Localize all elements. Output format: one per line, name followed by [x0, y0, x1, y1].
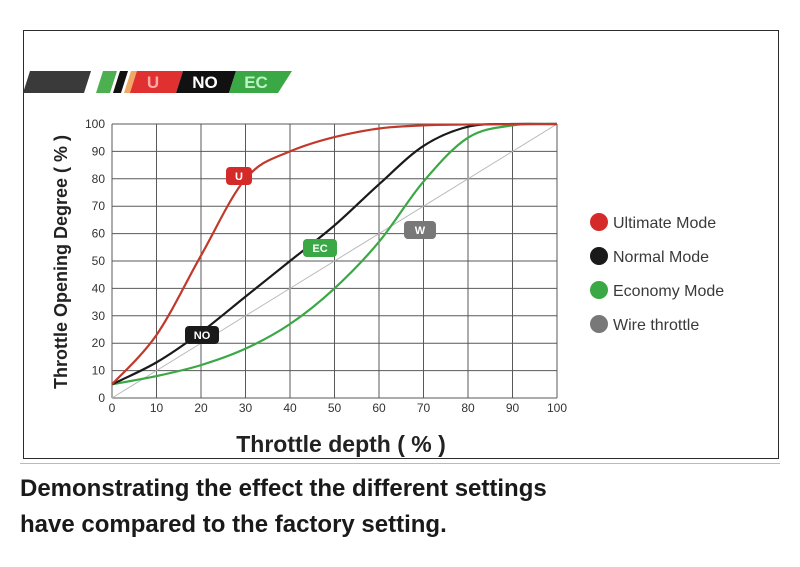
svg-text:NO: NO — [194, 330, 211, 342]
svg-text:20: 20 — [194, 401, 208, 415]
svg-text:80: 80 — [461, 401, 475, 415]
svg-text:EC: EC — [244, 73, 268, 92]
svg-text:0: 0 — [98, 391, 105, 405]
svg-text:30: 30 — [239, 401, 253, 415]
svg-text:100: 100 — [85, 117, 105, 131]
svg-text:40: 40 — [283, 401, 297, 415]
svg-text:90: 90 — [506, 401, 520, 415]
svg-text:Wire throttle: Wire throttle — [613, 317, 699, 334]
svg-text:30: 30 — [92, 309, 106, 323]
svg-text:10: 10 — [92, 364, 106, 378]
svg-text:40: 40 — [92, 281, 106, 295]
svg-text:0: 0 — [109, 401, 116, 415]
svg-text:EC: EC — [312, 243, 327, 255]
svg-text:NO: NO — [192, 73, 218, 92]
svg-text:W: W — [415, 225, 426, 237]
svg-text:Ultimate Mode: Ultimate Mode — [613, 215, 716, 232]
svg-text:Throttle Opening Degree ( % ): Throttle Opening Degree ( % ) — [51, 135, 71, 389]
svg-text:60: 60 — [372, 401, 386, 415]
svg-text:90: 90 — [92, 144, 106, 158]
svg-text:Normal Mode: Normal Mode — [613, 249, 709, 266]
svg-text:Economy Mode: Economy Mode — [613, 283, 724, 300]
svg-text:Throttle depth ( % ): Throttle depth ( % ) — [236, 431, 446, 457]
svg-text:70: 70 — [417, 401, 431, 415]
svg-text:U: U — [147, 73, 159, 92]
svg-text:10: 10 — [150, 401, 164, 415]
svg-text:100: 100 — [547, 401, 567, 415]
svg-text:80: 80 — [92, 172, 106, 186]
svg-text:U: U — [235, 171, 243, 183]
svg-text:60: 60 — [92, 227, 106, 241]
svg-text:50: 50 — [328, 401, 342, 415]
svg-text:70: 70 — [92, 199, 106, 213]
svg-text:50: 50 — [92, 254, 106, 268]
svg-text:20: 20 — [92, 336, 106, 350]
